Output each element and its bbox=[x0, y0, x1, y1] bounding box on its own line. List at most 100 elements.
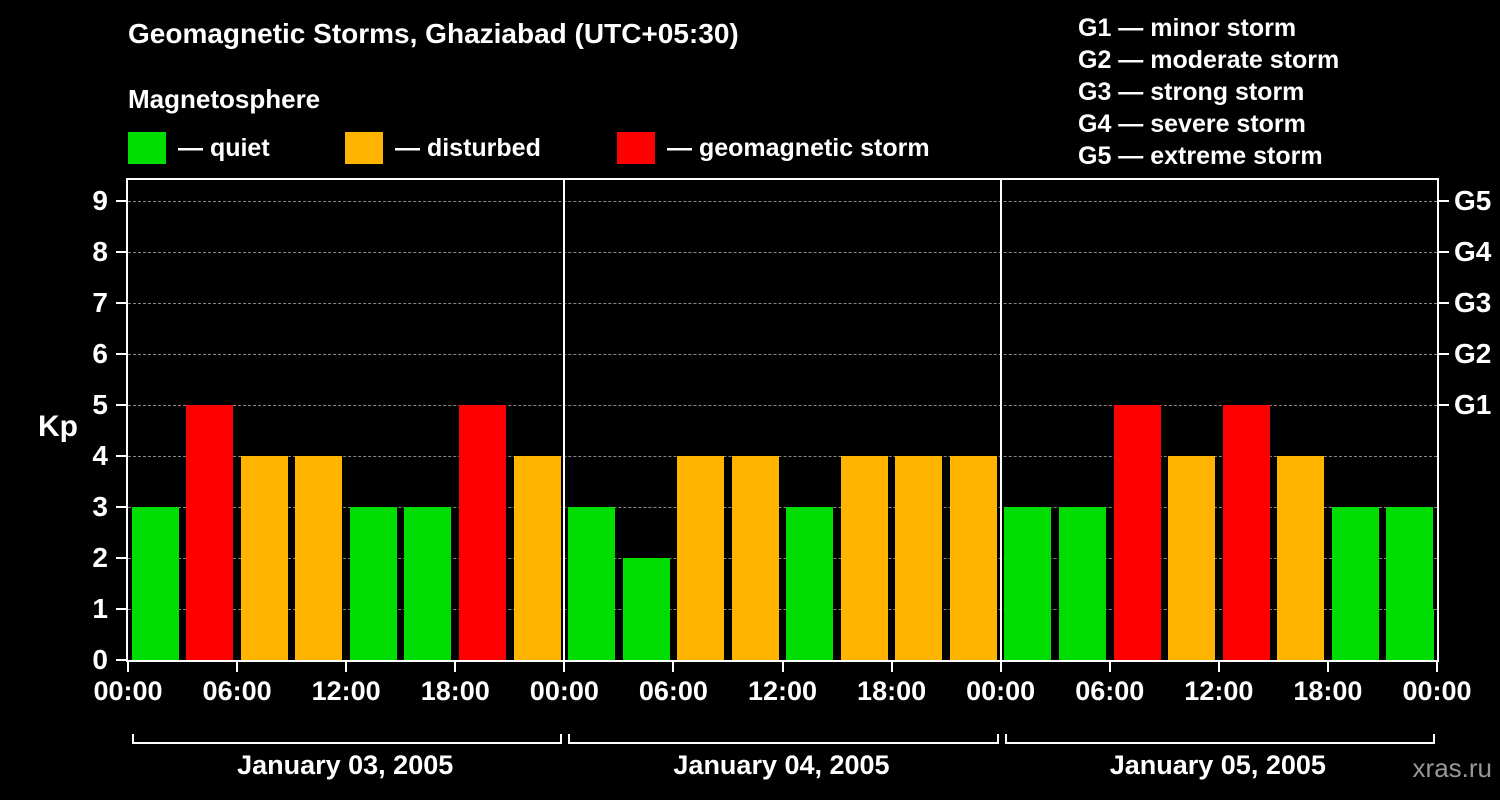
kp-bar bbox=[1113, 405, 1161, 660]
date-bracket bbox=[568, 734, 999, 744]
kp-bar bbox=[1277, 456, 1325, 660]
g-axis-label: G2 bbox=[1454, 338, 1492, 369]
kp-gridline bbox=[128, 252, 1437, 253]
x-tick-label: 12:00 bbox=[311, 676, 381, 706]
x-axis-tick bbox=[890, 662, 893, 672]
kp-bar bbox=[677, 456, 725, 660]
y-axis-tick bbox=[116, 404, 126, 406]
x-tick-label: 00:00 bbox=[93, 676, 163, 706]
x-tick-label: 06:00 bbox=[202, 676, 272, 706]
x-axis-tick bbox=[345, 662, 348, 672]
page-title: Geomagnetic Storms, Ghaziabad (UTC+05:30… bbox=[128, 18, 739, 49]
x-axis-tick bbox=[1436, 662, 1438, 672]
kp-bar bbox=[568, 507, 616, 660]
x-axis-tick bbox=[236, 662, 239, 672]
g-axis-label: G5 bbox=[1454, 185, 1492, 216]
y-tick-label: 3 bbox=[92, 491, 108, 522]
y-tick-label: 2 bbox=[92, 542, 108, 573]
kp-bar bbox=[1058, 507, 1106, 660]
y-tick-label: 0 bbox=[92, 644, 108, 675]
date-label: January 05, 2005 bbox=[1109, 750, 1326, 780]
y-tick-label: 4 bbox=[92, 440, 108, 471]
date-label: January 03, 2005 bbox=[237, 750, 454, 780]
g-scale-legend-g5: G5 — extreme storm bbox=[1078, 142, 1323, 170]
kp-bar bbox=[840, 456, 888, 660]
kp-bar bbox=[513, 456, 561, 660]
y-tick-label: 8 bbox=[92, 236, 108, 267]
g-axis-tick bbox=[1439, 353, 1449, 355]
kp-bar bbox=[949, 456, 997, 660]
legend-disturbed-label: — disturbed bbox=[395, 134, 541, 162]
y-tick-label: 9 bbox=[92, 185, 108, 216]
x-axis-tick bbox=[1108, 662, 1111, 672]
watermark: xras.ru bbox=[1412, 753, 1492, 783]
date-label: January 04, 2005 bbox=[673, 750, 890, 780]
x-tick-label: 00:00 bbox=[1402, 676, 1472, 706]
y-axis-tick bbox=[116, 506, 126, 508]
x-tick-label: 06:00 bbox=[638, 676, 708, 706]
kp-bar bbox=[186, 405, 234, 660]
kp-gridline bbox=[128, 303, 1437, 304]
g-axis-label: G3 bbox=[1454, 287, 1492, 318]
g-axis-tick bbox=[1439, 302, 1449, 304]
y-tick-label: 7 bbox=[92, 287, 108, 318]
g-axis-tick bbox=[1439, 251, 1449, 253]
g-axis-tick bbox=[1439, 404, 1449, 406]
y-axis-tick bbox=[116, 200, 126, 202]
x-axis-tick bbox=[999, 662, 1002, 672]
x-axis-tick bbox=[127, 662, 129, 672]
y-axis-title: Kp bbox=[38, 410, 78, 443]
kp-gridline bbox=[128, 405, 1437, 406]
kp-bar bbox=[349, 507, 397, 660]
kp-gridline bbox=[128, 507, 1437, 508]
x-tick-label: 12:00 bbox=[747, 676, 818, 706]
kp-bar bbox=[295, 456, 343, 660]
kp-bar bbox=[1222, 405, 1270, 660]
x-tick-label: 00:00 bbox=[529, 676, 599, 706]
g-scale-legend-g2: G2 — moderate storm bbox=[1078, 46, 1340, 74]
kp-bar bbox=[404, 507, 452, 660]
kp-bar bbox=[1168, 456, 1216, 660]
date-bracket bbox=[1004, 734, 1435, 744]
kp-bar bbox=[240, 456, 288, 660]
x-axis-tick bbox=[781, 662, 784, 672]
day-separator bbox=[999, 180, 1002, 660]
legend-quiet-swatch bbox=[128, 132, 166, 164]
plot-border bbox=[126, 178, 1439, 662]
kp-gridline bbox=[128, 609, 1437, 610]
kp-bar bbox=[786, 507, 834, 660]
y-tick-label: 5 bbox=[92, 389, 108, 420]
x-axis-tick bbox=[672, 662, 675, 672]
kp-bar bbox=[1004, 507, 1052, 660]
date-bracket bbox=[132, 734, 563, 744]
x-tick-label: 18:00 bbox=[857, 676, 927, 706]
g-axis-label: G1 bbox=[1454, 389, 1492, 420]
y-axis-tick bbox=[116, 353, 126, 355]
kp-gridline bbox=[128, 558, 1437, 559]
y-axis-tick bbox=[116, 659, 126, 661]
g-axis-label: G4 bbox=[1454, 236, 1492, 267]
kp-bar bbox=[459, 405, 507, 660]
kp-bar bbox=[131, 507, 179, 660]
x-axis-tick bbox=[454, 662, 457, 672]
x-tick-label: 06:00 bbox=[1075, 676, 1145, 706]
kp-bar bbox=[1331, 507, 1379, 660]
x-tick-label: 18:00 bbox=[1293, 676, 1363, 706]
g-axis-tick bbox=[1439, 200, 1449, 202]
kp-gridline bbox=[128, 456, 1437, 457]
kp-bar bbox=[622, 558, 670, 660]
x-tick-label: 12:00 bbox=[1184, 676, 1254, 706]
legend-storm-label: — geomagnetic storm bbox=[667, 134, 930, 162]
x-tick-label: 18:00 bbox=[420, 676, 490, 706]
g-scale-legend-g3: G3 — strong storm bbox=[1078, 78, 1305, 106]
y-axis-tick bbox=[116, 302, 126, 304]
g-scale-legend-g1: G1 — minor storm bbox=[1078, 14, 1297, 42]
g-scale-legend-g4: G4 — severe storm bbox=[1078, 110, 1306, 138]
chart-subtitle: Magnetosphere bbox=[128, 84, 321, 114]
legend-disturbed-swatch bbox=[345, 132, 383, 164]
kp-bar bbox=[895, 456, 943, 660]
x-tick-label: 00:00 bbox=[966, 676, 1036, 706]
day-separator bbox=[563, 180, 566, 660]
x-axis-tick bbox=[1326, 662, 1329, 672]
